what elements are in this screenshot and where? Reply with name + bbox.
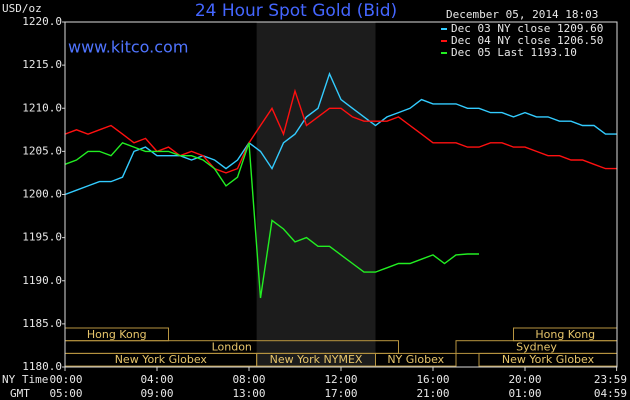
x-tick-label: 00:00	[49, 373, 82, 386]
series-line	[64, 71, 617, 196]
gmt-tick-label: 21:00	[416, 387, 449, 400]
row-label: GMT	[10, 387, 30, 400]
gmt-tick-label: 13:00	[232, 387, 265, 400]
session-label: NY Globex	[387, 353, 444, 366]
y-tick-label: 1210.0	[22, 101, 62, 114]
y-tick-label: 1215.0	[22, 58, 62, 71]
y-tick-label: 1220.0	[22, 15, 62, 28]
legend-label: Dec 05 Last 1193.10	[451, 46, 577, 59]
x-tick-label: 04:00	[140, 373, 173, 386]
series-line	[64, 141, 479, 299]
x-tick-label: 23:59	[594, 373, 627, 386]
session-label: New York NYMEX	[270, 353, 363, 366]
x-tick-label: 12:00	[324, 373, 357, 386]
y-tick-label: 1200.0	[22, 188, 62, 201]
chart-title: 24 Hour Spot Gold (Bid)	[195, 1, 397, 21]
x-tick-label: 20:00	[508, 373, 541, 386]
row-label: NY Time	[2, 373, 48, 386]
gmt-tick-label: 09:00	[140, 387, 173, 400]
y-axis-label: USD/oz	[2, 2, 42, 15]
session-label: London	[212, 341, 252, 354]
gmt-tick-label: 04:59	[594, 387, 627, 400]
session-label: Hong Kong	[87, 328, 147, 341]
gmt-tick-label: 01:00	[508, 387, 541, 400]
x-tick-label: 16:00	[416, 373, 449, 386]
session-label: Hong Kong	[535, 328, 595, 341]
y-tick-label: 1180.0	[22, 360, 62, 373]
legend-label: Dec 03 NY close 1209.60	[451, 22, 603, 35]
y-tick-label: 1190.0	[22, 274, 62, 287]
gmt-tick-label: 17:00	[324, 387, 357, 400]
y-tick-label: 1205.0	[22, 144, 62, 157]
session-label: Sydney	[516, 341, 557, 354]
y-tick-label: 1195.0	[22, 231, 62, 244]
plot-border	[64, 21, 618, 368]
url: www.kitco.com	[68, 38, 188, 57]
date: December 05, 2014 18:03	[446, 8, 598, 21]
gmt-tick-label: 05:00	[49, 387, 82, 400]
x-tick-label: 08:00	[232, 373, 265, 386]
shaded-region	[256, 22, 376, 367]
session-label: New York Globex	[502, 353, 595, 366]
session-label: New York Globex	[115, 353, 208, 366]
legend-label: Dec 04 NY close 1206.50	[451, 34, 603, 47]
y-tick-label: 1185.0	[22, 317, 62, 330]
session-box	[375, 352, 457, 367]
